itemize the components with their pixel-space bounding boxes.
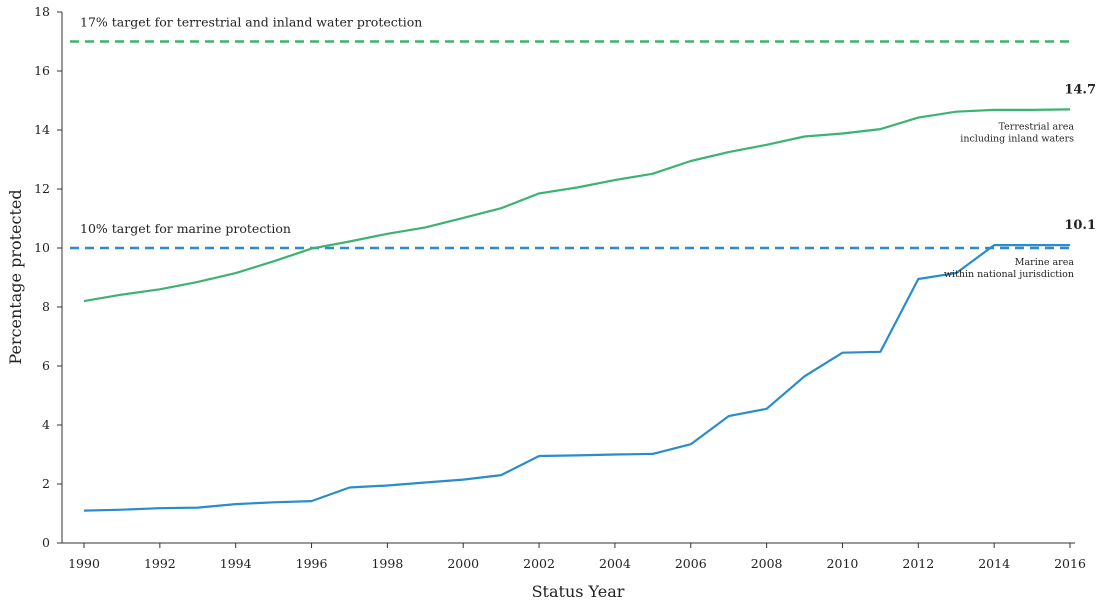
y-tick-label: 16 xyxy=(34,63,50,78)
marine-series-label: within national jurisdiction xyxy=(944,269,1074,280)
x-axis-title: Status Year xyxy=(532,582,625,601)
terrestrial-series-label: including inland waters xyxy=(960,133,1074,144)
x-tick-label: 2012 xyxy=(902,556,934,571)
marine-series-line xyxy=(83,244,1070,512)
series-lines xyxy=(83,108,1071,512)
terrestrial-target-label: 17% target for terrestrial and inland wa… xyxy=(80,15,422,30)
y-axis-title: Percentage protected xyxy=(6,189,25,364)
terrestrial-series-label: Terrestrial area xyxy=(999,121,1075,132)
y-tick-label: 4 xyxy=(42,417,50,432)
axes xyxy=(61,12,1075,544)
terrestrial-series-line xyxy=(83,108,1071,303)
y-tick-label: 18 xyxy=(34,4,50,19)
y-tick-label: 8 xyxy=(42,299,50,314)
x-tick-label: 1996 xyxy=(296,556,328,571)
y-tick-label: 10 xyxy=(34,240,50,255)
y-tick-label: 14 xyxy=(34,122,50,137)
y-tick-label: 6 xyxy=(42,358,50,373)
x-tick-label: 1994 xyxy=(220,556,252,571)
x-tick-label: 2008 xyxy=(751,556,783,571)
y-tick-label: 2 xyxy=(42,476,50,491)
marine-target-label: 10% target for marine protection xyxy=(80,221,291,236)
x-tick-label: 1998 xyxy=(371,556,403,571)
marine-end-value: 10.1 xyxy=(1064,218,1096,233)
x-tick-label: 1990 xyxy=(68,556,100,571)
y-tick-label: 0 xyxy=(42,535,50,550)
target-lines: 17% target for terrestrial and inland wa… xyxy=(70,15,1070,250)
x-tick-label: 2010 xyxy=(827,556,859,571)
x-tick-label: 2000 xyxy=(447,556,479,571)
x-tick-label: 2002 xyxy=(523,556,555,571)
x-tick-label: 1992 xyxy=(144,556,176,571)
x-tick-label: 2006 xyxy=(675,556,707,571)
x-ticks: 1990 1992 1994 1996 1998 2000 2002 2004 2006 2008… xyxy=(68,543,1086,571)
marine-series-label: Marine area xyxy=(1015,257,1075,268)
terrestrial-end-value: 14.7 xyxy=(1064,82,1096,97)
x-tick-label: 2004 xyxy=(599,556,631,571)
x-tick-label: 2014 xyxy=(978,556,1010,571)
y-ticks: 0 2 4 6 8 10 12 14 16 18 xyxy=(34,4,62,550)
y-tick-label: 12 xyxy=(34,181,50,196)
x-tick-label: 2016 xyxy=(1054,556,1086,571)
